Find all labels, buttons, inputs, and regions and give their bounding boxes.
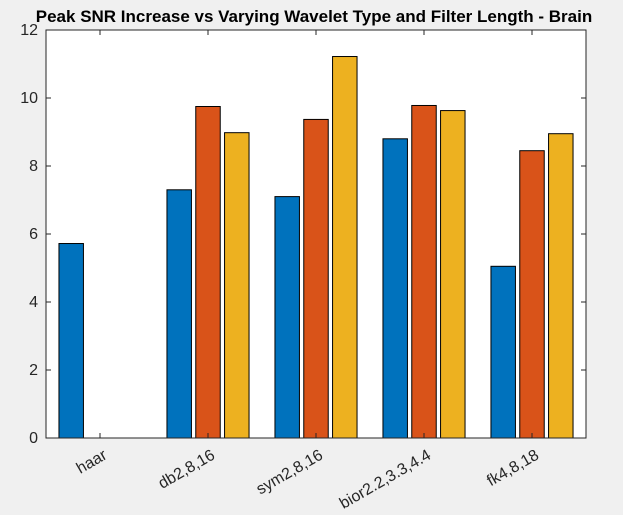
y-tick-label: 10 [20, 90, 38, 107]
bar-fk4-8-18-s1 [490, 265, 516, 439]
y-tick-label: 12 [20, 22, 38, 39]
bar-haar-s1 [58, 243, 84, 439]
y-tick-label: 4 [29, 294, 38, 311]
bar-sym2-8-16-s2 [303, 118, 329, 439]
x-tick-label: fk4,8,18 [484, 447, 542, 490]
bar-bior2-2-3-3-4-4-s3 [440, 110, 466, 439]
bar-db2-8-16-s1 [166, 189, 192, 439]
bar-db2-8-16-s3 [224, 132, 250, 439]
x-tick-label: sym2,8,16 [254, 447, 327, 499]
bar-fk4-8-18-s3 [548, 133, 574, 439]
x-tick-label: haar [74, 446, 111, 477]
bar-sym2-8-16-s3 [332, 56, 358, 439]
x-tick-label: bior2.2,3.3,4.4 [337, 447, 434, 513]
chart-title: Peak SNR Increase vs Varying Wavelet Typ… [36, 7, 592, 26]
y-tick-label: 8 [29, 158, 38, 175]
bars-layer [58, 56, 574, 439]
y-tick-label: 2 [29, 362, 38, 379]
y-tick-label: 6 [29, 226, 38, 243]
bar-bior2-2-3-3-4-4-s2 [411, 104, 437, 439]
y-tick-label: 0 [29, 430, 38, 447]
x-tick-label: db2,8,16 [156, 447, 219, 493]
ticks-layer [46, 29, 586, 439]
bar-bior2-2-3-3-4-4-s1 [382, 138, 408, 439]
bar-sym2-8-16-s1 [274, 196, 300, 439]
bar-fk4-8-18-s2 [519, 150, 545, 439]
bar-db2-8-16-s2 [195, 106, 221, 439]
